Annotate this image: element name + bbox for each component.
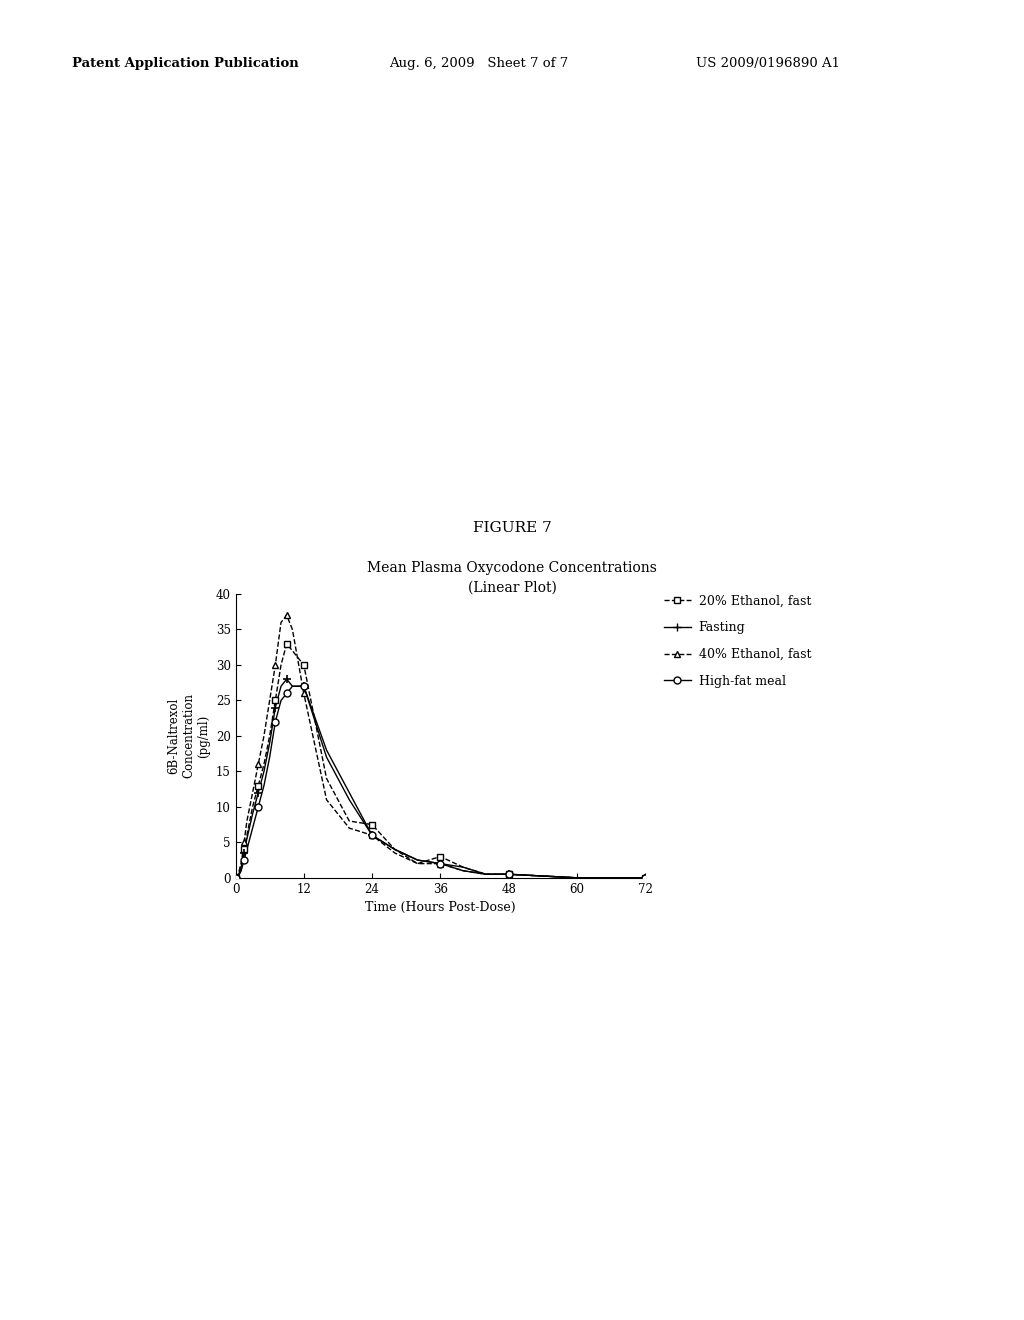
X-axis label: Time (Hours Post-Dose): Time (Hours Post-Dose) xyxy=(365,902,516,915)
Text: US 2009/0196890 A1: US 2009/0196890 A1 xyxy=(696,57,841,70)
Text: Mean Plasma Oxycodone Concentrations
(Linear Plot): Mean Plasma Oxycodone Concentrations (Li… xyxy=(367,561,657,594)
Text: Patent Application Publication: Patent Application Publication xyxy=(72,57,298,70)
Text: Aug. 6, 2009   Sheet 7 of 7: Aug. 6, 2009 Sheet 7 of 7 xyxy=(389,57,568,70)
Text: FIGURE 7: FIGURE 7 xyxy=(473,520,551,535)
Y-axis label: 6B-Naltrexol
Concentration
(pg/ml): 6B-Naltrexol Concentration (pg/ml) xyxy=(167,693,210,779)
Legend: 20% Ethanol, fast, Fasting, 40% Ethanol, fast, High-fat meal: 20% Ethanol, fast, Fasting, 40% Ethanol,… xyxy=(664,594,811,688)
